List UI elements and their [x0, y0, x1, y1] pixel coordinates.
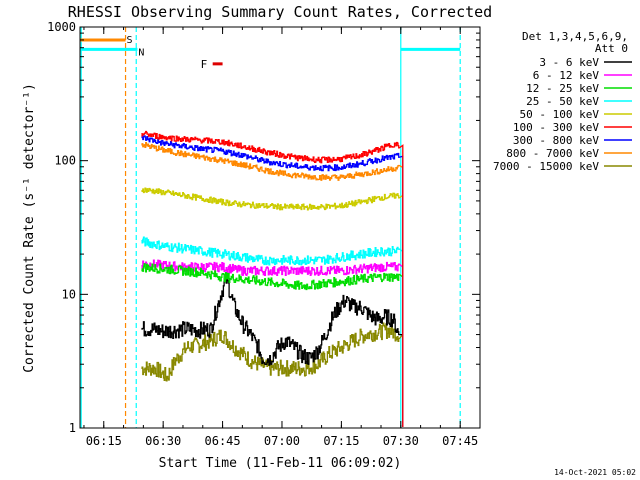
legend-label-7: 800 - 7000 keV: [506, 147, 599, 160]
y-tick-label-2: 100: [54, 154, 76, 168]
series-line-1: [141, 259, 404, 427]
y-tick-label-3: 1000: [47, 20, 76, 34]
series-line-8: [141, 322, 404, 427]
legend-label-0: 3 - 6 keV: [539, 56, 599, 69]
saa-label: S: [127, 35, 133, 46]
y-axis-label: Corrected Count Rate (s⁻¹ detector⁻¹): [22, 83, 37, 373]
series-line-6: [141, 135, 404, 427]
plot-frame: [79, 26, 481, 429]
x-axis: 06:15 06:30 06:45 07:00 07:15 07:30 07:45: [83, 27, 478, 448]
legend-header-1: Att 0: [595, 42, 628, 55]
chart-title: RHESSI Observing Summary Count Rates, Co…: [68, 3, 492, 21]
legend-label-8: 7000 - 15000 keV: [493, 160, 599, 173]
x-tick-label-1: 06:30: [145, 434, 181, 448]
y-tick-label-0: 1: [69, 421, 76, 435]
x-axis-label: Start Time (11-Feb-11 06:09:02): [159, 456, 402, 471]
legend-label-3: 25 - 50 keV: [526, 95, 599, 108]
footer-timestamp: 14-Oct-2021 05:02: [554, 468, 636, 477]
y-axis: 1 10 100 1000: [47, 20, 480, 435]
series-line-7: [141, 141, 404, 427]
series-line-5: [141, 130, 404, 427]
x-tick-label-5: 07:30: [383, 434, 419, 448]
x-tick-label-0: 06:15: [86, 434, 122, 448]
legend-header-0: Det 1,3,4,5,6,9,: [522, 30, 628, 43]
legend-label-6: 300 - 800 keV: [513, 134, 599, 147]
legend-label-1: 6 - 12 keV: [533, 69, 600, 82]
x-tick-label-6: 07:45: [442, 434, 478, 448]
x-tick-label-4: 07:15: [323, 434, 359, 448]
night-label: N: [138, 47, 144, 58]
legend-label-4: 50 - 100 keV: [520, 108, 600, 121]
flare-marker-label: F: [201, 58, 208, 71]
y-tick-label-1: 10: [62, 287, 76, 301]
x-tick-label-2: 06:45: [205, 434, 241, 448]
series-line-0: [141, 273, 404, 427]
series-line-4: [141, 187, 404, 427]
series-line-2: [141, 263, 404, 427]
legend-label-5: 100 - 300 keV: [513, 121, 599, 134]
x-tick-label-3: 07:00: [264, 434, 300, 448]
plot-area: SN F: [80, 27, 461, 428]
legend-label-2: 12 - 25 keV: [526, 82, 599, 95]
series-line-3: [141, 236, 404, 427]
